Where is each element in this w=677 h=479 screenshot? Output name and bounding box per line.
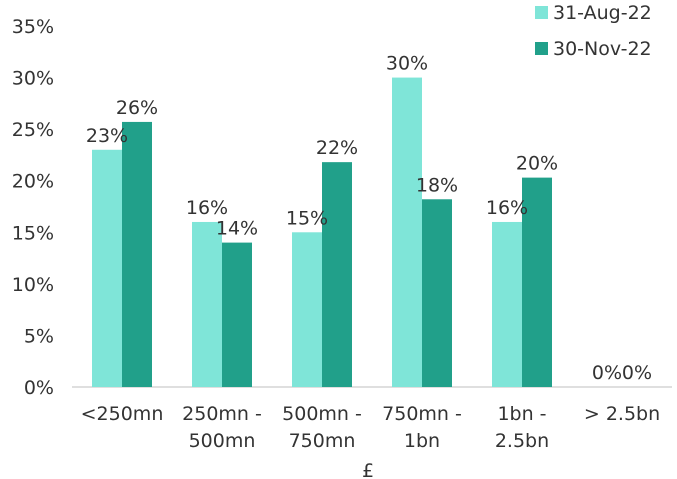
y-tick-label: 30% — [12, 68, 54, 90]
y-tick-label: 25% — [12, 119, 54, 141]
bar-nov — [222, 242, 252, 387]
bar-aug — [292, 232, 322, 387]
y-tick-label: 10% — [12, 274, 54, 296]
data-label: 14% — [216, 218, 258, 240]
bar-nov — [522, 177, 552, 387]
legend-label: 30-Nov-22 — [553, 38, 652, 60]
category-label: 2.5bn — [495, 430, 549, 452]
data-label: 15% — [286, 207, 328, 229]
y-tick-label: 5% — [24, 325, 54, 347]
category-label: 250mn - — [182, 403, 262, 425]
data-label: 0% — [622, 362, 652, 384]
bar-aug — [92, 149, 122, 387]
category-label: > 2.5bn — [584, 403, 660, 425]
data-label: 18% — [416, 174, 458, 196]
y-tick-label: 15% — [12, 222, 54, 244]
legend: 31-Aug-22 30-Nov-22 — [535, 2, 652, 60]
bars — [92, 77, 552, 388]
x-axis-label: £ — [362, 460, 374, 479]
data-label: 16% — [186, 197, 228, 219]
data-label: 23% — [86, 125, 128, 147]
category-label: 500mn — [189, 430, 256, 452]
category-labels: <250mn 250mn - 500mn 500mn - 750mn 750mn - 1bn… — [81, 403, 661, 452]
bar-aug — [392, 77, 422, 388]
category-label: <250mn — [81, 403, 164, 425]
data-label: 20% — [516, 153, 558, 175]
category-label: 500mn - — [282, 403, 362, 425]
data-label: 0% — [592, 362, 622, 384]
category-label: 750mn - — [382, 403, 462, 425]
y-tick-label: 35% — [12, 16, 54, 38]
bar-aug — [492, 221, 522, 387]
legend-swatch — [535, 42, 548, 55]
data-label: 16% — [486, 197, 528, 219]
y-tick-label: 20% — [12, 171, 54, 193]
bar-nov — [322, 162, 352, 387]
category-label: 1bn - — [497, 403, 546, 425]
data-label: 26% — [116, 97, 158, 119]
data-label: 30% — [386, 53, 428, 75]
data-label: 22% — [316, 137, 358, 159]
y-axis-ticks: 0% 5% 10% 15% 20% 25% 30% 35% — [12, 16, 54, 399]
bar-nov — [122, 121, 152, 388]
category-label: 750mn — [289, 430, 356, 452]
bar-nov — [422, 199, 452, 387]
category-label: 1bn — [404, 430, 440, 452]
legend-swatch — [535, 6, 548, 19]
bar-aug — [192, 221, 222, 387]
data-labels: 23%26%16%14% 15%22%30%18%16%20%0% 0% — [86, 53, 652, 384]
y-tick-label: 0% — [24, 377, 54, 399]
legend-label: 31-Aug-22 — [553, 2, 652, 24]
